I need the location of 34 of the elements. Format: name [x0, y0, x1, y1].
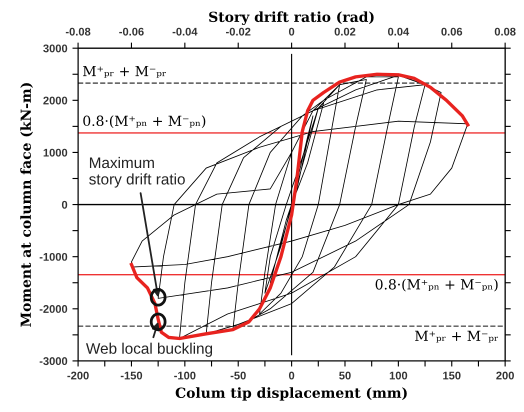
ref-line-label: 0.8·(M⁺ₚₙ + M⁻ₚₙ)	[376, 278, 498, 292]
x2-tick-label: -0.06	[119, 28, 144, 36]
x2-tick-label: 0.08	[494, 28, 516, 36]
ref-line-label: M⁺ₚᵣ + M⁻ₚᵣ	[415, 330, 498, 343]
y-tick-label: 0	[62, 200, 68, 209]
x2-axis-title: Story drift ratio (rad)	[209, 11, 374, 25]
x-tick-label: 50	[339, 372, 351, 380]
ref-line-label: 0.8·(M⁺ₚₙ + M⁻ₚₙ)	[83, 115, 206, 128]
annotation: Web local buckling	[86, 342, 212, 357]
ref-line-label: M⁺ₚᵣ + M⁻ₚᵣ	[83, 66, 166, 78]
x-tick-label: 150	[443, 372, 461, 380]
x-axis-title: Colum tip displacement (mm)	[176, 387, 407, 401]
x-tick-label: -150	[120, 372, 142, 380]
y-tick-label: 1000	[44, 148, 68, 157]
x2-tick-label: -0.08	[66, 28, 90, 36]
x2-tick-label: 0.04	[388, 28, 410, 36]
x2-tick-label: 0.02	[334, 28, 356, 36]
x-tick-label: 0	[288, 372, 294, 380]
x2-tick-label: -0.04	[172, 28, 198, 36]
x-tick-label: 200	[496, 372, 514, 380]
y-tick-label: -1000	[40, 252, 68, 261]
y-axis-title: Moment at column face (kN-m)	[20, 83, 33, 327]
annotation: Maximum story drift ratio	[89, 156, 185, 188]
x2-tick-label: -0.02	[226, 28, 250, 36]
y-tick-label: -3000	[40, 357, 68, 366]
x2-tick-label: 0.06	[441, 28, 462, 36]
x2-tick-label: 0	[288, 28, 294, 36]
y-tick-label: -2000	[40, 305, 68, 313]
x-tick-label: -100	[174, 372, 196, 380]
x-tick-label: -50	[230, 372, 246, 380]
y-tick-label: 2000	[43, 96, 68, 104]
x-tick-label: 100	[390, 372, 408, 380]
y-tick-label: 3000	[43, 44, 68, 52]
x-tick-label: -200	[67, 372, 89, 380]
